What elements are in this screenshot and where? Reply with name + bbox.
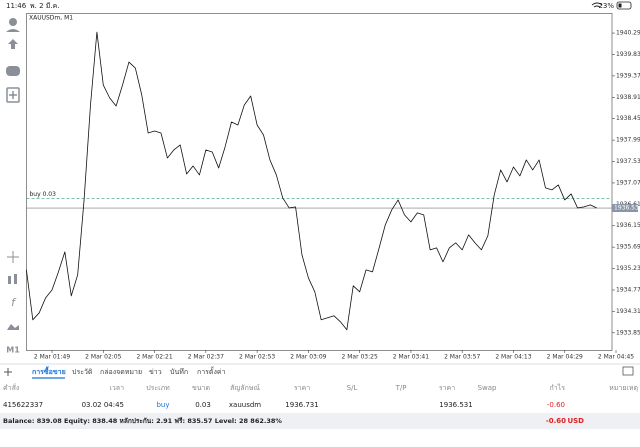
chart-title: XAUUSDm, M1 bbox=[29, 15, 73, 22]
column-header: Swap bbox=[478, 384, 497, 392]
tab[interactable]: ประวัติ bbox=[72, 368, 93, 376]
table-header: คำสั่ง เวลา ประเภท ขนาด สัญลักษณ์ ราคา S… bbox=[3, 383, 638, 392]
x-tick-label: 2 Mar 02:21 bbox=[136, 354, 172, 361]
new-order-icon[interactable] bbox=[6, 87, 20, 103]
sidebar: f M1 bbox=[6, 18, 20, 355]
account-icon[interactable] bbox=[9, 18, 17, 26]
layout-icon[interactable] bbox=[622, 366, 634, 376]
chart: 1940.290 1939.830 1939.370 1938.910 1938.450… bbox=[26, 30, 640, 361]
order-size: 0.03 bbox=[195, 401, 211, 409]
open-price: 1936.731 bbox=[285, 401, 318, 409]
y-tick-label: 1939.830 bbox=[616, 51, 640, 58]
tab-bar: การซื้อขาย ประวัติ กล่องจดหมาย ข่าว บันทึก กา… bbox=[32, 365, 226, 379]
column-header: T/P bbox=[395, 384, 407, 392]
column-header: ประเภท bbox=[146, 384, 170, 392]
position-label: buy 0.03 bbox=[30, 191, 57, 198]
order-time: 03.02 04:45 bbox=[82, 401, 124, 409]
status-date: พ. 2 มี.ค. bbox=[30, 2, 60, 10]
battery-level bbox=[618, 3, 622, 8]
x-tick-label: 2 Mar 03:41 bbox=[393, 354, 429, 361]
objects-icon[interactable] bbox=[7, 324, 19, 330]
y-tick-label: 1934.770 bbox=[616, 286, 640, 293]
x-tick-label: 2 Mar 03:09 bbox=[290, 354, 326, 361]
y-tick-label: 1940.290 bbox=[616, 30, 640, 37]
currency: USD bbox=[567, 417, 584, 425]
y-tick-label: 1935.230 bbox=[616, 265, 640, 272]
y-tick-label: 1937.070 bbox=[616, 179, 640, 186]
candles-icon[interactable] bbox=[8, 276, 11, 284]
y-tick-label: 1935.690 bbox=[616, 244, 640, 251]
current-price: 1936.531 bbox=[439, 401, 472, 409]
order-symbol: xauusdm bbox=[229, 401, 261, 409]
account-summary: Balance: 839.08 Equity: 838.48 หลักประกั… bbox=[3, 417, 282, 425]
status-time: 11:46 bbox=[6, 2, 27, 10]
y-tick-label: 1937.990 bbox=[616, 137, 640, 144]
y-tick-label: 1938.910 bbox=[616, 94, 640, 101]
column-header: หมายเหตุ bbox=[609, 384, 638, 392]
column-header: กำไร bbox=[550, 383, 566, 392]
y-tick-label: 1939.370 bbox=[616, 72, 640, 79]
y-tick-label: 1933.850 bbox=[616, 329, 640, 336]
order-type: buy bbox=[156, 401, 169, 409]
tab[interactable]: ข่าว bbox=[149, 368, 162, 376]
wifi-icon bbox=[591, 2, 603, 8]
y-tick-label: 1938.450 bbox=[616, 115, 640, 122]
x-tick-label: 2 Mar 04:45 bbox=[598, 354, 634, 361]
total-profit: -0.60 bbox=[546, 417, 566, 425]
chart-frame bbox=[26, 13, 613, 351]
summary-bar bbox=[0, 413, 640, 429]
column-header: เวลา bbox=[109, 384, 124, 392]
tab[interactable]: กล่องจดหมาย bbox=[100, 368, 142, 376]
position-row[interactable]: 415622337 03.02 04:45 buy 0.03 xauusdm 1… bbox=[3, 401, 565, 409]
bid-label-box bbox=[612, 204, 638, 213]
order-profit: -0.60 bbox=[547, 401, 565, 409]
chat-icon[interactable] bbox=[6, 66, 20, 76]
x-tick-label: 2 Mar 03:57 bbox=[444, 354, 480, 361]
column-header: ราคา bbox=[294, 384, 310, 392]
status-battery: 23% bbox=[598, 2, 614, 10]
tab[interactable]: การตั้งค่า bbox=[197, 365, 226, 376]
battery-icon bbox=[616, 1, 632, 10]
column-header: ขนาด bbox=[192, 384, 210, 392]
timeframe-button[interactable]: M1 bbox=[6, 346, 20, 355]
crosshair-icon[interactable] bbox=[7, 251, 19, 263]
bid-label: 1936.531 bbox=[614, 205, 640, 212]
candles-icon-2 bbox=[14, 274, 17, 284]
x-tick-label: 2 Mar 04:13 bbox=[495, 354, 531, 361]
trade-icon[interactable] bbox=[8, 39, 18, 49]
account-icon-body bbox=[6, 29, 20, 32]
y-tick-label: 1936.150 bbox=[616, 222, 640, 229]
y-tick-label: 1934.310 bbox=[616, 308, 640, 315]
order-id: 415622337 bbox=[3, 401, 43, 409]
x-tick-label: 2 Mar 02:53 bbox=[239, 354, 275, 361]
x-tick-label: 2 Mar 02:05 bbox=[85, 354, 121, 361]
new-order-plus bbox=[9, 91, 17, 99]
x-tick-label: 2 Mar 01:49 bbox=[34, 354, 70, 361]
x-tick-label: 2 Mar 04:29 bbox=[547, 354, 583, 361]
add-icon[interactable] bbox=[4, 368, 12, 376]
column-header: ราคา bbox=[439, 384, 455, 392]
column-header: S/L bbox=[347, 384, 358, 392]
x-tick-label: 2 Mar 03:25 bbox=[342, 354, 378, 361]
column-header: สัญลักษณ์ bbox=[230, 384, 260, 392]
tab[interactable]: บันทึก bbox=[170, 367, 188, 376]
column-header: คำสั่ง bbox=[3, 383, 19, 392]
indicators-icon[interactable]: f bbox=[11, 296, 17, 309]
tab[interactable]: การซื้อขาย bbox=[32, 365, 66, 376]
y-tick-label: 1937.530 bbox=[616, 158, 640, 165]
price-line bbox=[26, 31, 597, 331]
x-tick-label: 2 Mar 02:37 bbox=[188, 354, 224, 361]
